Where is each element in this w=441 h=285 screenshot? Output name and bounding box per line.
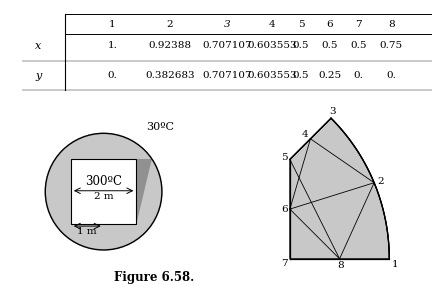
Text: 300ºC: 300ºC <box>85 175 122 188</box>
Text: 30ºC: 30ºC <box>146 122 174 132</box>
Text: 0.5: 0.5 <box>293 71 309 80</box>
Text: x: x <box>35 40 41 51</box>
Text: 0.382683: 0.382683 <box>145 71 194 80</box>
Text: 0.707107: 0.707107 <box>202 71 252 80</box>
Text: 0.707107: 0.707107 <box>202 41 252 50</box>
Text: 8: 8 <box>337 261 344 270</box>
Text: 7: 7 <box>281 259 288 268</box>
Text: 0.92388: 0.92388 <box>148 41 191 50</box>
Polygon shape <box>290 118 389 259</box>
Text: 0.75: 0.75 <box>380 41 403 50</box>
Text: 0.: 0. <box>353 71 363 80</box>
Text: 0.5: 0.5 <box>350 41 366 50</box>
Text: 1: 1 <box>392 260 399 269</box>
Text: 0.25: 0.25 <box>318 71 341 80</box>
Text: 0.5: 0.5 <box>321 41 338 50</box>
Text: 3: 3 <box>329 107 336 116</box>
Text: 0.: 0. <box>107 71 117 80</box>
Text: 5: 5 <box>281 152 288 162</box>
Text: 6: 6 <box>326 20 333 29</box>
Text: 3: 3 <box>224 20 231 29</box>
Text: 2 m: 2 m <box>94 192 113 201</box>
Text: Figure 6.58.: Figure 6.58. <box>114 270 194 284</box>
Text: 0.: 0. <box>386 71 396 80</box>
Text: 7: 7 <box>355 20 362 29</box>
Text: 2: 2 <box>166 20 173 29</box>
Text: 0.5: 0.5 <box>293 41 309 50</box>
Text: 5: 5 <box>298 20 304 29</box>
Text: 1 m: 1 m <box>78 227 97 236</box>
Text: 4: 4 <box>302 130 309 139</box>
Text: 1.: 1. <box>107 41 117 50</box>
Polygon shape <box>55 159 162 250</box>
Text: 0.603553: 0.603553 <box>247 41 297 50</box>
Text: 8: 8 <box>388 20 395 29</box>
Text: 2: 2 <box>378 177 385 186</box>
Circle shape <box>45 133 162 250</box>
Bar <box>71 159 136 224</box>
Polygon shape <box>136 159 162 224</box>
Text: 6: 6 <box>281 205 288 214</box>
Text: 1: 1 <box>109 20 116 29</box>
Text: 0.603553: 0.603553 <box>247 71 297 80</box>
Text: y: y <box>35 70 41 81</box>
Text: 4: 4 <box>269 20 276 29</box>
